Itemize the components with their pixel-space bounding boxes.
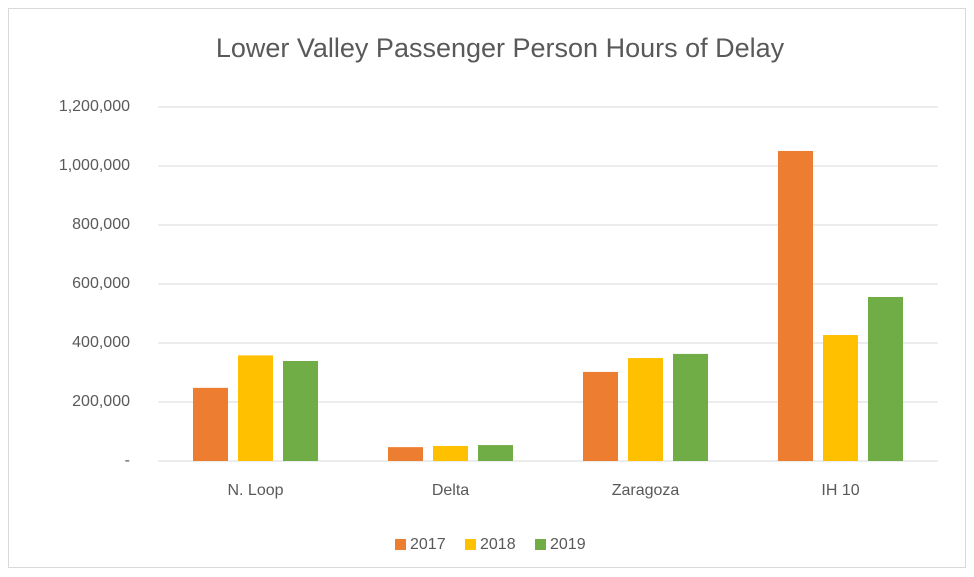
y-tick-label: 1,200,000	[59, 98, 130, 115]
x-tick-label: IH 10	[821, 482, 859, 499]
legend-swatch	[465, 539, 476, 550]
legend-swatch	[535, 539, 546, 550]
bar	[433, 445, 468, 461]
y-tick-label: 600,000	[72, 275, 130, 292]
bar	[478, 445, 513, 461]
bar	[388, 447, 423, 461]
legend-swatch	[395, 539, 406, 550]
y-tick-label: 400,000	[72, 334, 130, 351]
bar	[283, 360, 318, 461]
bar	[778, 150, 813, 461]
y-tick-label: 800,000	[72, 216, 130, 233]
bar	[193, 387, 228, 461]
bar	[628, 358, 663, 461]
legend-label: 2017	[410, 536, 446, 553]
bar	[823, 335, 858, 461]
bar	[238, 355, 273, 461]
bar	[868, 296, 903, 461]
y-tick-label: -	[125, 452, 130, 469]
x-tick-label: Zaragoza	[612, 482, 680, 499]
x-tick-label: N. Loop	[227, 482, 283, 499]
x-tick-label: Delta	[432, 482, 469, 499]
y-tick-label: 1,000,000	[59, 157, 130, 174]
bar	[583, 371, 618, 461]
bar	[673, 353, 708, 461]
y-tick-label: 200,000	[72, 393, 130, 410]
legend-label: 2018	[480, 536, 516, 553]
chart-title: Lower Valley Passenger Person Hours of D…	[216, 33, 785, 63]
legend-label: 2019	[550, 536, 586, 553]
